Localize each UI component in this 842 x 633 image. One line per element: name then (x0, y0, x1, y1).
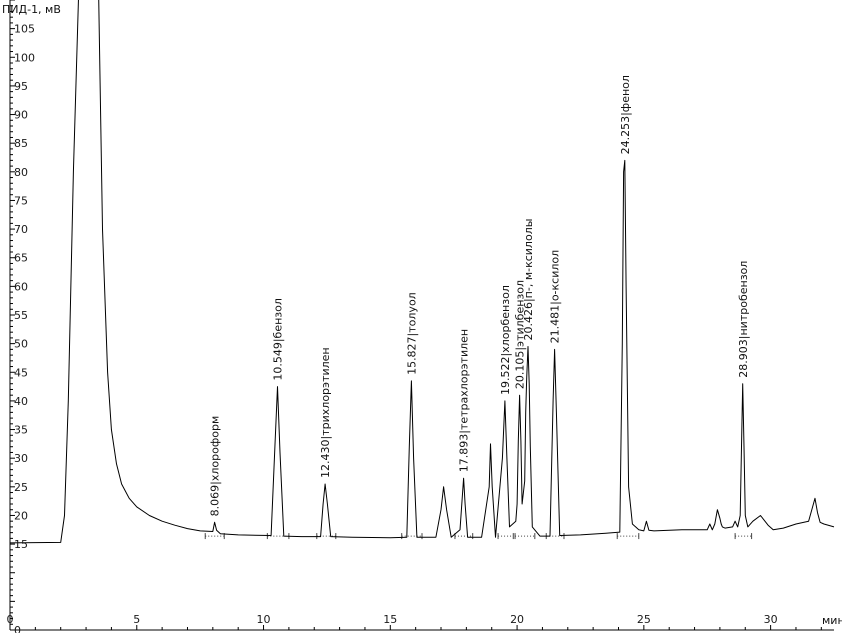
y-tick-label: 20 (14, 509, 28, 522)
x-tick-label: 15 (383, 613, 397, 626)
y-tick-label: 50 (14, 338, 28, 351)
y-tick-label: 75 (14, 194, 28, 207)
y-tick-label: 40 (14, 395, 28, 408)
peak-label: 12.430|трихлорэтилен (319, 347, 332, 478)
y-tick-label: 65 (14, 252, 28, 265)
y-tick-label: 30 (14, 452, 28, 465)
peak-label: 10.549|бензол (271, 298, 284, 381)
peak-label: 24.253|фенол (619, 75, 632, 154)
peak-label: 19.522|хлорбензол (499, 285, 512, 395)
y-tick-label: 25 (14, 481, 28, 494)
x-tick-label: 20 (510, 613, 524, 626)
peak-labels: 8.069|хлороформ 10.549|бензол 12.430|трихл… (209, 75, 750, 516)
y-tick-label: 0 (14, 624, 21, 633)
y-tick-label: 105 (14, 23, 35, 36)
peak-label: 28.903|нитробензол (737, 261, 750, 378)
peak-label: 21.481|о-ксилол (549, 250, 562, 344)
peak-label: 15.827|толуол (405, 292, 418, 375)
peak-label: 20.426|п-, м-ксилолы (522, 219, 535, 341)
x-tick-label: 5 (133, 613, 140, 626)
y-tick-label: 85 (14, 137, 28, 150)
y-tick-label: 90 (14, 109, 28, 122)
y-tick-label: 60 (14, 280, 28, 293)
y-tick-label: 35 (14, 424, 28, 437)
y-tick-label: 15 (14, 538, 28, 551)
y-axis-title: ПИД-1, мВ (2, 3, 61, 16)
integration-bounds (204, 533, 753, 540)
peak-label: 17.893|тетрахлорэтилен (458, 329, 471, 472)
y-tick-label: 100 (14, 51, 35, 64)
x-axis-ticks: 0 5 10 15 20 25 30 (7, 613, 822, 630)
series-line (9, 0, 835, 544)
y-tick-label: 45 (14, 366, 28, 379)
peak-label: 8.069|хлороформ (209, 416, 222, 517)
x-tick-label: 30 (764, 613, 778, 626)
x-tick-label: 10 (257, 613, 271, 626)
y-tick-label: 80 (14, 166, 28, 179)
signal-trace (9, 0, 835, 544)
x-tick-label: 25 (637, 613, 651, 626)
x-tick-label: 0 (7, 613, 14, 626)
y-axis-ticks: 0 15 20 25 30 35 40 45 50 55 60 65 70 75 80 85 90 95 100 10… (10, 0, 35, 633)
y-tick-label: 70 (14, 223, 28, 236)
y-tick-label: 55 (14, 309, 28, 322)
y-tick-label: 95 (14, 80, 28, 93)
x-axis-unit: мин (822, 614, 842, 627)
peak-label: 20.105|этилбензол (514, 280, 527, 389)
